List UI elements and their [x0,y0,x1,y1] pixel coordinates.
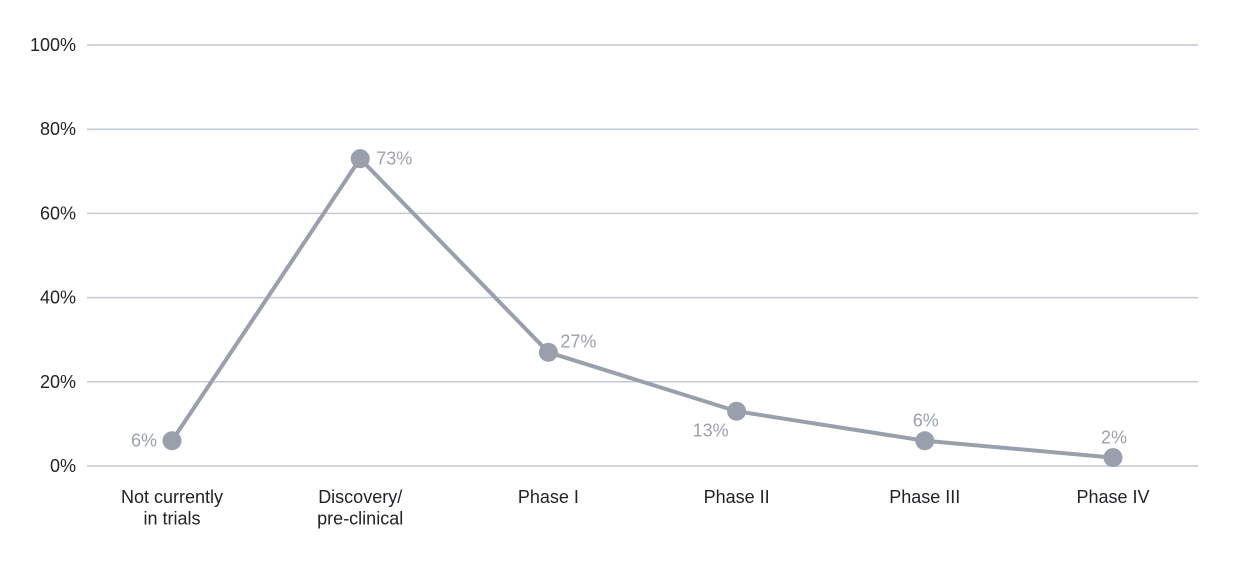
y-axis-tick-label: 20% [40,372,76,392]
data-point-marker [350,149,370,169]
x-axis-category-label: Phase II [704,487,770,507]
data-point-label: 13% [693,420,729,440]
y-axis-tick-label: 80% [40,119,76,139]
x-axis-category-label: in trials [143,509,200,529]
data-point-label: 6% [131,431,157,451]
data-point-marker [727,401,747,421]
data-point-label: 6% [913,411,939,431]
y-axis-tick-label: 100% [30,35,76,55]
y-axis-tick-label: 40% [40,288,76,308]
y-axis-tick-label: 60% [40,203,76,223]
data-point-marker [915,431,935,451]
data-point-label: 27% [560,331,596,351]
x-axis-category-label: Phase IV [1076,487,1149,507]
data-point-marker [538,342,558,362]
x-axis-category-label: pre-clinical [317,509,403,529]
y-axis-tick-label: 0% [50,456,76,476]
series-line [170,156,1115,460]
x-axis-category-label: Phase I [518,487,579,507]
data-point-label: 2% [1101,428,1127,448]
data-point-marker [1103,448,1123,468]
x-axis-category-label: Phase III [889,487,960,507]
x-axis-category-label: Discovery/ [318,487,402,507]
data-point-label: 73% [376,149,412,169]
x-axis-category-label: Not currently [121,487,223,507]
data-point-marker [162,431,182,451]
data-labels-group: 6% 73% 27% 13% 6% 2% [131,149,1127,451]
data-points-group [162,149,1123,468]
gridlines-group [87,44,1198,467]
y-axis-labels-group: 0% 20% 40% 60% 80% 100% [30,35,76,476]
